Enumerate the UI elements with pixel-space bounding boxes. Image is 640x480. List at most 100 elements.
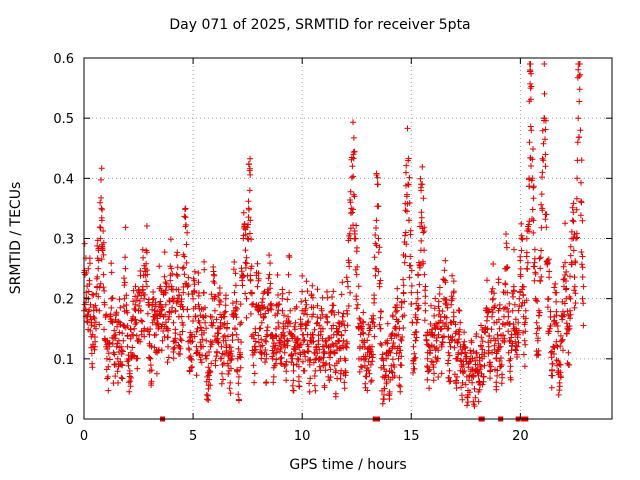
data-point <box>546 274 553 281</box>
data-point <box>552 280 559 287</box>
data-point <box>344 340 351 347</box>
data-point <box>522 319 529 326</box>
data-point <box>338 332 345 339</box>
data-point <box>570 218 577 225</box>
data-point <box>125 379 132 386</box>
data-point <box>239 282 246 289</box>
data-point <box>225 371 232 377</box>
data-point <box>565 326 572 333</box>
data-point <box>101 301 108 308</box>
data-point <box>348 174 355 181</box>
data-point <box>100 239 107 246</box>
data-point <box>570 209 577 216</box>
data-point <box>281 349 288 356</box>
data-point <box>461 349 468 356</box>
data-point <box>481 362 488 369</box>
data-point <box>479 346 486 353</box>
data-point <box>464 402 470 409</box>
data-point <box>445 325 452 332</box>
data-point <box>462 344 469 351</box>
data-point <box>391 364 398 370</box>
data-point <box>214 349 221 356</box>
data-point <box>347 289 354 296</box>
data-point <box>378 308 385 315</box>
data-point <box>527 61 534 67</box>
data-point <box>304 319 311 326</box>
data-point <box>396 374 403 381</box>
data-point <box>372 272 379 279</box>
data-point <box>373 217 380 224</box>
data-point <box>375 268 382 275</box>
data-point <box>206 376 213 383</box>
data-point <box>546 325 553 332</box>
data-point <box>389 369 396 376</box>
data-point <box>221 351 228 358</box>
data-point <box>320 354 327 361</box>
data-point <box>100 251 107 258</box>
data-point <box>136 303 143 309</box>
data-point <box>381 385 388 392</box>
data-point <box>218 380 225 387</box>
data-point <box>526 139 533 146</box>
data-point <box>543 211 550 218</box>
data-point <box>261 313 267 320</box>
data-point <box>505 328 512 335</box>
data-point <box>109 341 116 347</box>
data-point <box>367 325 374 332</box>
data-point <box>367 378 374 385</box>
data-point <box>538 273 545 280</box>
data-point <box>496 325 503 332</box>
data-point <box>114 368 121 375</box>
data-point <box>371 323 378 330</box>
data-point <box>560 276 567 283</box>
data-point <box>133 319 140 326</box>
data-point <box>493 355 500 362</box>
data-point <box>555 358 562 364</box>
data-point <box>128 374 135 381</box>
data-point <box>567 273 573 280</box>
data-point <box>492 303 498 309</box>
data-point <box>375 249 382 256</box>
data-point <box>388 331 395 338</box>
data-point <box>127 383 134 390</box>
data-point <box>188 364 195 371</box>
data-point <box>364 337 371 344</box>
data-point <box>131 325 138 332</box>
data-point <box>191 333 198 340</box>
data-point <box>522 307 529 314</box>
data-point <box>408 289 415 296</box>
data-point <box>475 398 482 405</box>
data-point <box>133 332 140 339</box>
data-point <box>120 337 127 344</box>
data-point <box>553 289 560 296</box>
data-point <box>270 373 277 380</box>
data-point <box>331 311 338 318</box>
data-point <box>247 165 253 172</box>
data-point <box>511 301 518 308</box>
data-point <box>184 229 191 236</box>
data-point <box>563 320 570 327</box>
data-point <box>268 306 275 313</box>
data-point <box>264 324 271 331</box>
data-point <box>395 318 402 325</box>
data-point <box>141 325 148 332</box>
data-point <box>393 350 400 357</box>
data-point <box>91 315 98 322</box>
data-point <box>412 337 419 344</box>
data-point <box>496 301 503 308</box>
data-point <box>299 288 306 295</box>
data-point <box>150 289 157 295</box>
data-point <box>151 344 158 351</box>
data-point <box>523 297 530 304</box>
data-point <box>99 206 106 213</box>
y-tick-label: 0.6 <box>53 52 74 67</box>
data-point <box>195 301 202 308</box>
data-point <box>500 332 507 339</box>
data-point <box>568 261 575 268</box>
data-point <box>555 328 562 335</box>
data-point <box>461 329 468 336</box>
data-point <box>531 246 538 253</box>
data-point <box>250 300 257 307</box>
data-point <box>340 337 347 344</box>
data-point <box>570 247 577 254</box>
